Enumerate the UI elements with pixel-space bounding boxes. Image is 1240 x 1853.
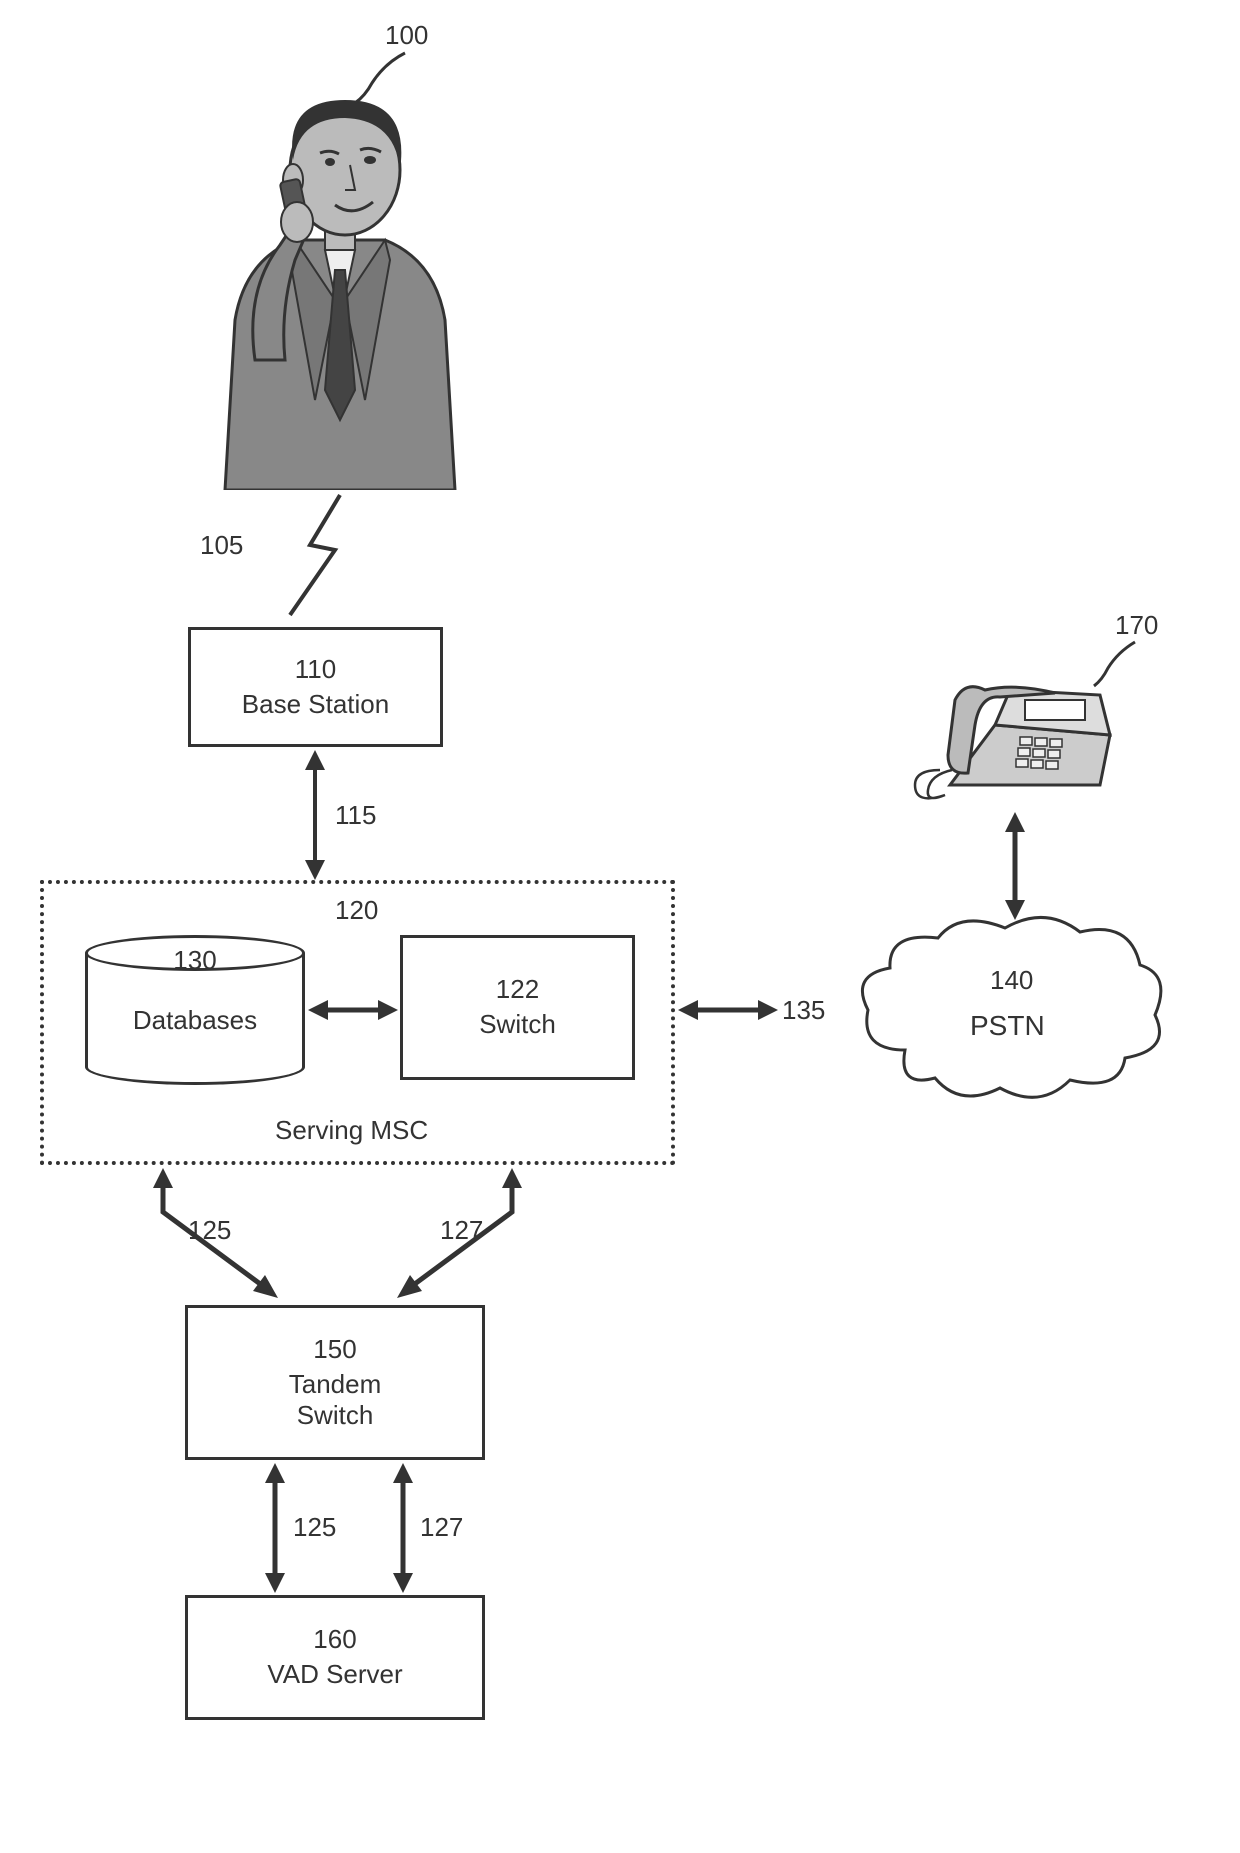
arrow-phone-pstn <box>1000 812 1030 920</box>
label-135: 135 <box>782 995 825 1026</box>
base-station-label: Base Station <box>199 689 432 720</box>
vad-label: VAD Server <box>196 1659 474 1690</box>
label-170: 170 <box>1115 610 1158 641</box>
base-station-box: 110 Base Station <box>188 627 443 747</box>
vad-num: 160 <box>196 1624 474 1655</box>
link-105 <box>270 490 360 620</box>
arrow-135 <box>678 995 778 1025</box>
databases-label: Databases <box>85 1005 305 1036</box>
person-icon <box>185 60 495 490</box>
tandem-label: Tandem Switch <box>196 1369 474 1431</box>
label-127b: 127 <box>420 1512 463 1543</box>
pstn-label: PSTN <box>970 1010 1045 1042</box>
label-105: 105 <box>200 530 243 561</box>
diagram-canvas: 100 105 110 Base Station 115 120 Serving… <box>0 0 1240 1853</box>
arrow-125b <box>260 1463 290 1593</box>
base-station-num: 110 <box>199 654 432 685</box>
leader-100 <box>350 48 410 108</box>
leader-170 <box>1090 640 1140 690</box>
telephone-icon <box>900 665 1120 810</box>
arrow-115 <box>300 750 330 880</box>
switch-label: Switch <box>411 1009 624 1040</box>
arrow-db-switch <box>308 995 398 1025</box>
label-115: 115 <box>335 800 376 831</box>
databases-num: 130 <box>85 945 305 976</box>
label-127a: 127 <box>440 1215 483 1246</box>
vad-server-box: 160 VAD Server <box>185 1595 485 1720</box>
label-140: 140 <box>990 965 1033 996</box>
label-125b: 125 <box>293 1512 336 1543</box>
serving-msc-label: Serving MSC <box>275 1115 428 1146</box>
switch-box: 122 Switch <box>400 935 635 1080</box>
label-120: 120 <box>335 895 378 926</box>
arrow-127b <box>388 1463 418 1593</box>
databases-cylinder: 130 Databases <box>85 935 305 1085</box>
tandem-num: 150 <box>196 1334 474 1365</box>
tandem-switch-box: 150 Tandem Switch <box>185 1305 485 1460</box>
label-100: 100 <box>385 20 428 51</box>
label-125a: 125 <box>188 1215 231 1246</box>
switch-num: 122 <box>411 974 624 1005</box>
